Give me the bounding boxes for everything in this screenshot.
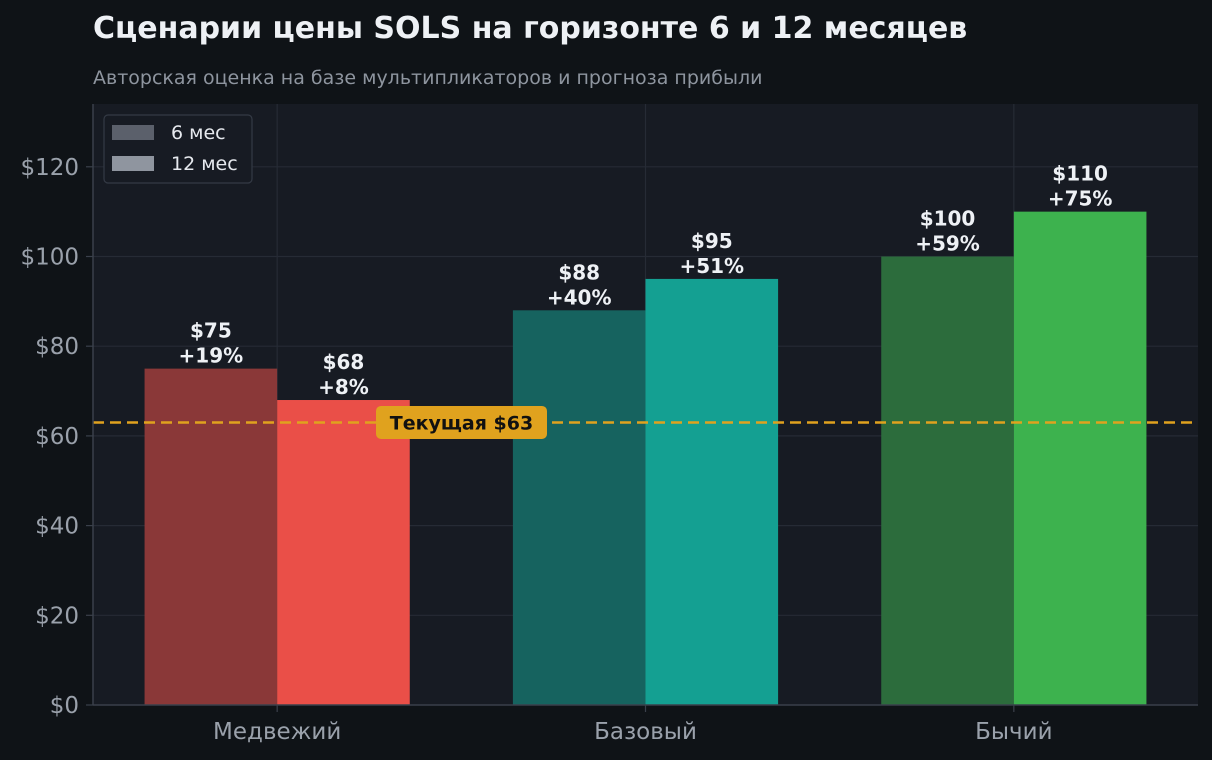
current-price-reference: Текущая $63	[93, 405, 1198, 439]
bar	[881, 256, 1014, 705]
axes: $0 $20 $40 $60 $80 $100 $120 Медвежий Базовый Быч…	[20, 104, 1198, 745]
legend-label: 12 мес	[171, 153, 238, 175]
y-tick-label: $120	[20, 155, 79, 181]
bar-value-label: $75	[190, 319, 232, 343]
bar-labels: $75+19% $88+40% $100+59% $68+8% $95+51% $110+…	[179, 162, 1113, 399]
bar-value-label: $95	[691, 229, 733, 253]
y-tick-label: $80	[35, 334, 79, 360]
x-tick-label: Базовый	[594, 719, 697, 745]
y-tick-label: $40	[35, 514, 79, 540]
reference-label: Текущая $63	[390, 412, 533, 434]
legend-label: 6 мес	[171, 122, 226, 144]
chart-subtitle: Авторская оценка на базе мультипликаторо…	[93, 67, 762, 89]
bar	[277, 400, 410, 705]
x-tick-label: Медвежий	[213, 719, 341, 745]
bar-value-label: $88	[558, 260, 600, 284]
bar-change-label: +75%	[1048, 187, 1113, 211]
bar-value-label: $68	[323, 350, 365, 374]
bar-change-label: +19%	[179, 344, 244, 368]
y-tick-label: $60	[35, 424, 79, 450]
bar	[1013, 211, 1147, 705]
bar-change-label: +40%	[547, 285, 612, 309]
chart-title: Сценарии цены SOLS на горизонте 6 и 12 м…	[93, 11, 967, 46]
bars	[144, 211, 1147, 705]
legend-swatch	[112, 156, 154, 171]
legend-swatch	[112, 125, 154, 140]
bar	[144, 368, 278, 705]
bar-change-label: +59%	[915, 231, 980, 255]
y-tick-label: $0	[50, 693, 79, 719]
x-tick-label: Бычий	[975, 719, 1052, 745]
bar	[645, 278, 779, 705]
reference-badge	[376, 405, 547, 439]
y-tick-label: $100	[20, 244, 79, 270]
bar-change-label: +8%	[318, 375, 369, 399]
bar-change-label: +51%	[679, 254, 744, 278]
bar	[512, 310, 646, 705]
legend: 6 мес 12 мес	[103, 114, 253, 184]
bar-value-label: $110	[1052, 162, 1108, 186]
bar-value-label: $100	[920, 206, 976, 230]
y-tick-label: $20	[35, 603, 79, 629]
